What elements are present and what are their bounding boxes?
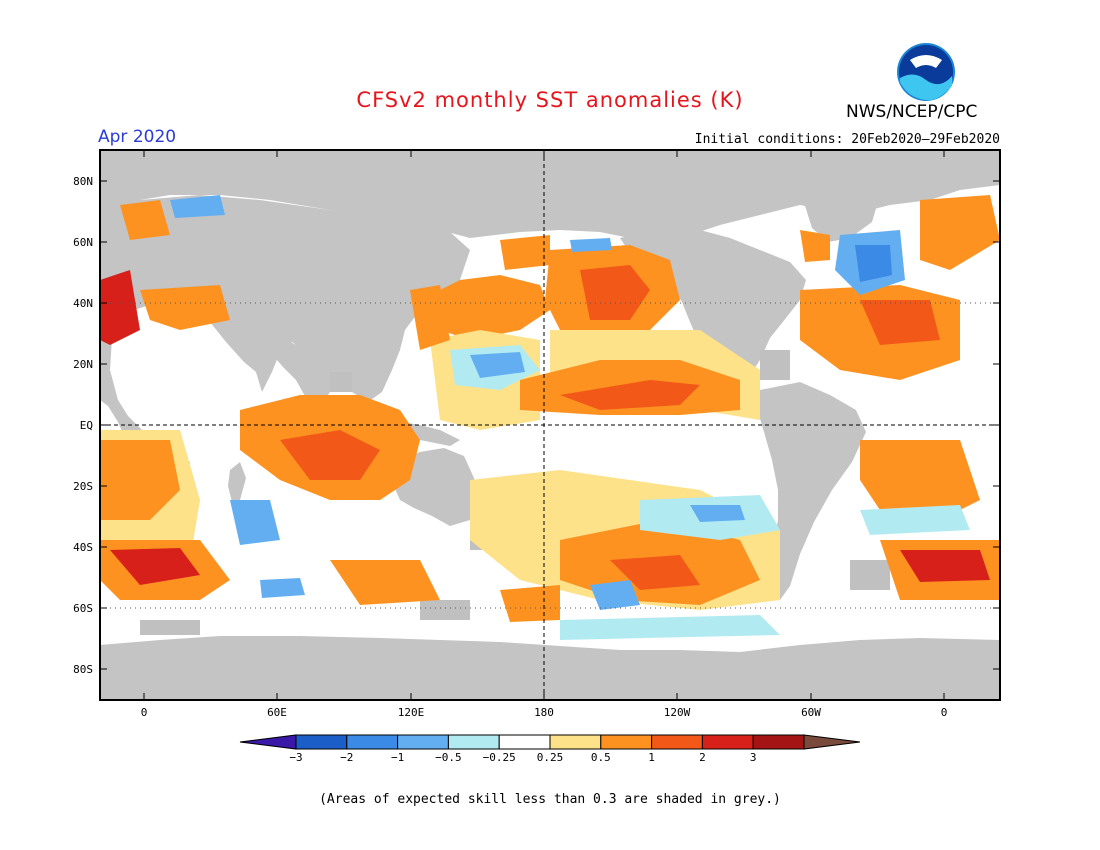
eurasia-africa-land [100, 195, 470, 532]
colorbar-box [600, 734, 653, 750]
lat-tick-label: 20S [73, 480, 93, 493]
colorbar-right-arrow [803, 734, 861, 750]
chart-title: CFSv2 monthly SST anomalies (K) [356, 88, 744, 112]
lat-tick-label: 80S [73, 663, 93, 676]
antarctica-land [100, 636, 1000, 700]
madagascar-land [228, 462, 246, 502]
colorbar-box [346, 734, 399, 750]
lat-tick-label: 40S [73, 541, 93, 554]
lat-tick-group: 80N 60N 40N 20N EQ 20S 40S 60S 80S [73, 175, 1000, 676]
colorbar: −3 −2 −1 −0.5 −0.25 0.25 0.5 1 2 3 [239, 734, 861, 764]
colorbar-label: −1 [391, 751, 404, 764]
greenland-land [800, 188, 880, 242]
agency-label: NWS/NCEP/CPC [846, 102, 978, 122]
lat-tick-label: 80N [73, 175, 93, 188]
lat-tick-label: 60N [73, 236, 93, 249]
india-land [268, 342, 340, 410]
colorbar-label: 0.5 [591, 751, 611, 764]
colorbar-box [701, 734, 754, 750]
lat-tick-label: EQ [80, 419, 93, 432]
colorbar-label: 0.25 [537, 751, 564, 764]
lat-gridlines [100, 302, 1000, 609]
south-america-land [758, 382, 866, 600]
lon-tick-label: 0 [141, 706, 148, 719]
lon-tick-label: 0 [941, 706, 948, 719]
colorbar-box [651, 734, 703, 750]
lat-tick-label: 40N [73, 297, 93, 310]
colorbar-label: −3 [289, 751, 302, 764]
colorbar-label: −0.5 [435, 751, 462, 764]
lat-tick-label: 20N [73, 358, 93, 371]
forecast-month: Apr 2020 [98, 127, 177, 147]
cool-anomalies [170, 195, 970, 640]
lon-tick-label: 180 [534, 706, 554, 719]
colorbar-label: −0.25 [483, 751, 516, 764]
lon-tick-label: 60W [801, 706, 821, 719]
colorbar-box [498, 734, 551, 750]
colorbar-box [447, 734, 500, 750]
colorbar-box [549, 734, 602, 750]
lon-tick-group: 0 60E 120E 180 120W 60W 0 [141, 150, 948, 719]
australia-land [392, 448, 480, 526]
colorbar-label: −2 [340, 751, 353, 764]
lat-tick-label: 60S [73, 602, 93, 615]
skill-footnote: (Areas of expected skill less than 0.3 a… [319, 792, 781, 807]
initial-conditions: Initial conditions: 20Feb2020–29Feb2020 [694, 132, 1000, 147]
arctic-land [100, 150, 1000, 240]
lon-tick-label: 120W [664, 706, 691, 719]
colorbar-box [752, 734, 805, 750]
colorbar-box [397, 734, 449, 750]
colorbar-box [295, 734, 348, 750]
lon-tick-label: 120E [398, 706, 425, 719]
noaa-logo [897, 43, 955, 101]
colorbar-label: 1 [648, 751, 655, 764]
colorbar-label: 3 [750, 751, 757, 764]
lon-tick-label: 60E [267, 706, 287, 719]
colorbar-label: 2 [699, 751, 706, 764]
colorbar-left-arrow [239, 734, 297, 750]
